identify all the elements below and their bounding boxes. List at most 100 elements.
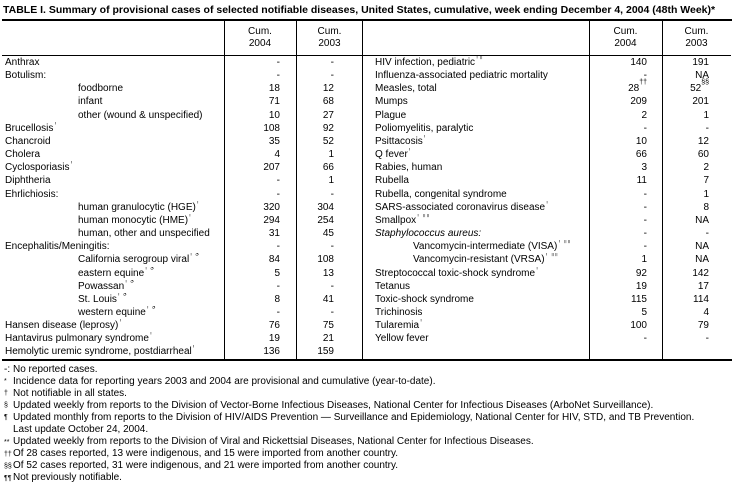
cum-2004-value: 76 [268,320,280,332]
table-row: Rabies, human 3 2 [363,161,731,174]
footnote-text-line2: Last update October 24, 2004. [13,424,149,436]
footnote-marker: †† [4,450,12,458]
cum-2003-value: 27 [322,109,334,121]
cum-2003-value: 201 [692,96,709,108]
cum-2004-value: 209 [630,96,647,108]
table-row: other (wound & unspecified) 10 27 [2,109,362,122]
footnote: § Updated weekly from reports to the Divi… [2,400,732,412]
table-row: Botulism: - - [2,69,362,82]
cum-2004-value: 66 [635,149,647,161]
footnote: * Incidence data for reporting years 2003… [2,376,732,388]
disease-label: California serogroup viral† § [78,253,199,266]
disease-label: Measles, total [375,83,437,95]
label-column-header [2,21,224,55]
table-row: Hantavirus pulmonary syndrome† 19 21 [2,332,362,345]
cum-2003-value: 17 [697,280,709,292]
table-row: Hemolytic uremic syndrome, postdiarrheal… [2,345,362,358]
cum-2003-value: 1 [328,175,334,187]
cum-2003-value: - [330,57,334,68]
footnote-marker: §§ [4,462,12,470]
disease-label: HIV infection, pediatric†¶ [375,56,483,68]
table-row: eastern equine† § 5 13 [2,267,362,280]
table-row: Powassan† § - - [2,280,362,293]
footnote: §§ Of 52 cases reported, 31 were indigeno… [2,460,732,472]
table-row: Streptococcal toxic-shock syndrome† 92 142 [363,267,731,280]
cum-2003-value: 1 [703,109,709,121]
disease-label: Hemolytic uremic syndrome, postdiarrheal… [5,345,196,358]
cum-2004-value: 136 [263,346,280,358]
footnote-marker: -: [4,363,11,375]
cum-2003-value: 1 [703,188,709,200]
table-row: Tetanus 19 17 [363,280,731,293]
cum-2004-value: - [276,57,280,68]
table-row: Measles, total 28†† 52§§ [363,79,731,95]
year-2004-label: 2004 [248,38,272,49]
table-row: Vancomycin-intermediate (VISA)† ¶¶ - NA [363,240,731,253]
notifiable-diseases-table: Cum. 2004 Cum. 2003 Anthrax - - Botulism: - -… [2,19,732,361]
table-title: TABLE I. Summary of provisional cases of… [3,4,716,16]
footnote-text: Not previously notifiable. [13,472,122,484]
table-row: human granulocytic (HGE)† 320 304 [2,201,362,214]
cum-2004-value: 320 [263,201,280,213]
disease-label: human, other and unspecified [78,228,210,240]
cum-2003-value: 12 [697,135,709,147]
disease-label: infant [78,96,103,108]
table-row: Q fever† 66 60 [363,148,731,161]
disease-label: Anthrax [5,57,40,68]
table-row: foodborne 18 12 [2,82,362,95]
table-row: Rubella, congenital syndrome - 1 [363,188,731,201]
disease-label: Staphylococcus aureus: [375,228,482,240]
table-row: Psittacosis† 10 12 [363,135,731,148]
cum-2004-value: 84 [268,254,280,266]
footnote-text: Updated weekly from reports to the Divis… [13,399,654,411]
cum-2004-header: Cum. 2004 [224,21,296,55]
disease-label: Plague [375,109,407,121]
disease-label: Chancroid [5,135,51,147]
disease-label: Cholera [5,149,41,161]
footnote-marker: ¶¶ [4,474,12,482]
cum-2004-value: - [276,280,280,292]
table-row: Trichinosis 5 4 [363,306,731,319]
cum-2003-value: 254 [317,214,334,226]
table-row: Toxic-shock syndrome 115 114 [363,293,731,306]
disease-label: Cyclosporiasis† [5,161,74,174]
cum-2004-value: 1 [641,254,647,266]
table-row: California serogroup viral† § 84 108 [2,253,362,266]
cum-2004-value: - [643,201,647,213]
disease-label: western equine† § [78,305,156,318]
cum-2004-value: 18 [268,83,280,95]
disease-label: Rubella, congenital syndrome [375,188,507,200]
cum-2003-value: 52§§ [690,79,709,95]
cum-2003-value: 8 [703,201,709,213]
cum-2003-value: - [330,188,334,200]
table-row: Smallpox† ¶¶ - NA [363,214,731,227]
footnote: † Not notifiable in all states. [2,388,732,400]
cum-2004-value: 71 [268,96,280,108]
cum-2004-value: 19 [635,280,647,292]
table-header-row: Cum. 2004 Cum. 2003 [2,21,362,56]
disease-label: Encephalitis/Meningitis: [5,241,110,253]
table-row: Influenza-associated pediatric mortality… [363,69,731,82]
footnote-marker: ** [4,438,10,446]
table-row: Tularemia† 100 79 [363,319,731,332]
cum-2003-value: 92 [322,122,334,134]
cum-2003-value: 114 [693,293,709,305]
cum-2003-value: - [705,333,709,345]
cum-2003-value: 68 [322,96,334,108]
disease-label: Rubella [375,175,409,187]
table-row: Cyclosporiasis† 207 66 [2,161,362,174]
table-row: Plague 2 1 [363,109,731,122]
disease-label: St. Louis† § [78,292,127,305]
cum-2003-value: 60 [697,149,709,161]
disease-label: eastern equine† § [78,266,154,279]
footnote: ¶¶ Not previously notifiable. [2,472,732,484]
table-row: Brucellosis† 108 92 [2,122,362,135]
year-2003-label: 2003 [318,38,341,49]
footnote-marker: ¶ [4,414,8,422]
table-row: infant 71 68 [2,95,362,108]
cum-2003-value: NA [695,214,709,226]
footnote: †† Of 28 cases reported, 13 were indigeno… [2,448,732,460]
table-row: human monocytic (HME)† 294 254 [2,214,362,227]
cum-2004-value: 92 [635,267,647,279]
